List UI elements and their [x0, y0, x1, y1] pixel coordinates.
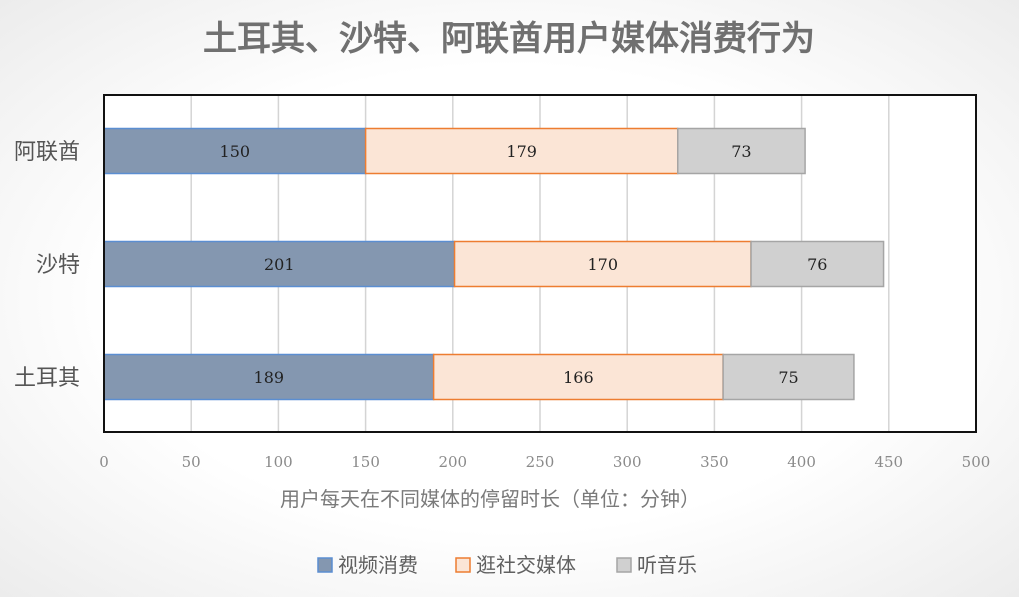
legend-swatch: [455, 557, 471, 573]
legend-swatch: [317, 557, 333, 573]
x-tick-label: 400: [787, 453, 816, 471]
x-axis-title: 用户每天在不同媒体的停留时长（单位：分钟）: [280, 487, 700, 511]
data-label: 150: [220, 142, 251, 161]
legend-label: 逛社交媒体: [476, 553, 576, 577]
chart-title: 土耳其、沙特、阿联酋用户媒体消费行为: [203, 19, 815, 59]
data-label: 170: [588, 255, 619, 274]
x-tick-label: 250: [526, 453, 555, 471]
plot-area: 150 179 73 201 170 76 189 166 75: [103, 94, 977, 433]
x-tick-label: 350: [700, 453, 729, 471]
legend-label: 视频消费: [338, 553, 418, 577]
x-tick-label: 500: [962, 453, 991, 471]
x-tick-label: 0: [99, 453, 109, 471]
data-label: 201: [264, 255, 295, 274]
category-label: 阿联酋: [14, 140, 80, 165]
bar-segment[interactable]: [103, 240, 456, 288]
bar-segment[interactable]: [103, 127, 367, 175]
x-tick-label: 300: [613, 453, 642, 471]
bar-segment[interactable]: [750, 240, 885, 288]
data-label: 166: [563, 368, 594, 387]
category-label: 土耳其: [14, 366, 80, 391]
x-tick-label: 50: [182, 453, 201, 471]
bars-group: 150 179 73 201 170 76 189 166 75: [103, 127, 885, 401]
category-label: 沙特: [36, 253, 80, 278]
legend[interactable]: 视频消费 逛社交媒体 听音乐: [317, 553, 697, 577]
bar-segment[interactable]: [677, 127, 806, 175]
bar-segment[interactable]: [453, 240, 752, 288]
bar-segment[interactable]: [722, 353, 855, 401]
data-label: 179: [506, 142, 537, 161]
bar-segment[interactable]: [364, 127, 679, 175]
legend-label: 听音乐: [637, 553, 697, 577]
data-label: 76: [807, 255, 827, 274]
plot-border: [103, 94, 977, 433]
legend-swatch: [616, 557, 632, 573]
x-tick-label: 100: [264, 453, 293, 471]
data-label: 189: [254, 368, 285, 387]
x-tick-label: 150: [351, 453, 380, 471]
x-tick-label: 200: [438, 453, 467, 471]
bar-segment[interactable]: [103, 353, 435, 401]
x-tick-label: 450: [874, 453, 903, 471]
x-axis-ticks: 0 50 100 150 200 250 300 350 400 450 500: [99, 453, 990, 471]
data-label: 75: [778, 368, 798, 387]
data-label: 73: [731, 142, 751, 161]
